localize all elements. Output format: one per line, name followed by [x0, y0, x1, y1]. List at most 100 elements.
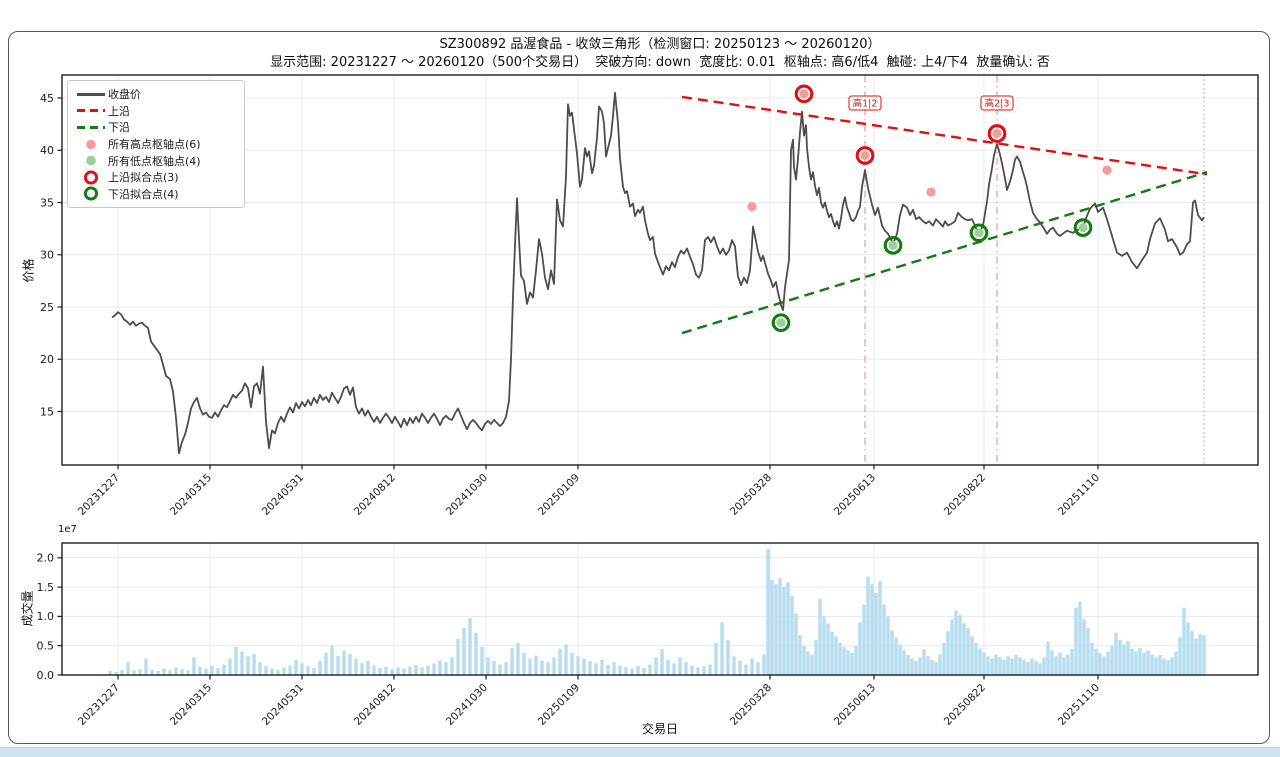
- volume-bar: [168, 670, 172, 675]
- legend-swatch: [74, 186, 108, 201]
- volume-bar: [576, 656, 580, 675]
- volume-bar: [1006, 656, 1010, 675]
- dash-swatch-icon: [77, 109, 105, 113]
- low-pivot-dot: [888, 240, 898, 250]
- line-swatch-icon: [77, 92, 105, 96]
- volume-bar: [830, 631, 834, 675]
- legend-item-1: 上沿: [74, 103, 236, 120]
- volume-bar: [612, 662, 616, 675]
- volume-bar: [522, 652, 526, 675]
- volume-bar: [474, 632, 478, 675]
- high-pivot-dot: [799, 89, 809, 99]
- volume-bar: [318, 660, 322, 675]
- volume-bar: [630, 668, 634, 675]
- volume-bar: [1170, 657, 1174, 675]
- legend-item-5: 上沿拟合点(3): [74, 169, 236, 186]
- legend-swatch: [74, 170, 108, 185]
- high-pivot-dot: [926, 187, 936, 197]
- volume-bar: [456, 638, 460, 675]
- volume-bar: [846, 650, 850, 675]
- volume-bar: [396, 667, 400, 675]
- volume-bar: [600, 659, 604, 675]
- volume-bar: [998, 657, 1002, 675]
- volume-bar: [1070, 648, 1074, 675]
- legend-item-3: 所有高点枢轴点(6): [74, 136, 236, 153]
- y-tick-label: 25: [40, 301, 54, 314]
- volume-bar: [1022, 659, 1026, 675]
- volume-bar: [510, 648, 514, 675]
- volume-bar: [834, 636, 838, 675]
- volume-bar: [1154, 657, 1158, 675]
- volume-bar: [348, 653, 352, 675]
- volume-bar: [1098, 652, 1102, 675]
- volume-bar: [1094, 648, 1098, 675]
- volume-bar: [564, 644, 568, 675]
- volume-bar: [918, 657, 922, 675]
- volume-bar: [342, 650, 346, 675]
- horizontal-scrollbar[interactable]: [0, 747, 1280, 757]
- x-tick-label: 20240315: [168, 472, 214, 518]
- volume-bar: [1018, 657, 1022, 675]
- volume-bar: [1078, 601, 1082, 675]
- volume-bar: [1002, 659, 1006, 675]
- volume-bar: [534, 655, 538, 675]
- y-tick-label: 20: [40, 353, 54, 366]
- volume-bar: [390, 669, 394, 675]
- volume-bar: [1122, 644, 1126, 675]
- legend-item-0: 收盘价: [74, 86, 236, 103]
- volume-bar: [1010, 658, 1014, 675]
- y-tick-label: 35: [40, 196, 54, 209]
- volume-bar: [138, 669, 142, 675]
- volume-bar: [994, 654, 998, 675]
- volume-bar: [822, 616, 826, 675]
- volume-bar: [288, 665, 292, 675]
- volume-bar: [1090, 642, 1094, 675]
- volume-bar: [798, 635, 802, 675]
- volume-bar: [902, 650, 906, 675]
- dot-swatch-icon: [86, 139, 96, 149]
- volume-bar: [540, 660, 544, 675]
- volume-bar: [126, 662, 130, 675]
- volume-bar: [150, 669, 154, 675]
- volume-bar: [1202, 635, 1206, 675]
- volume-bar: [814, 639, 818, 675]
- volume-bar: [420, 667, 424, 675]
- legend: 收盘价 上沿 下沿 所有高点枢轴点(6) 所有低点枢轴点(4) 上沿拟合点(3) 下沿拟合点…: [67, 80, 245, 209]
- legend-label: 所有高点枢轴点(6): [108, 138, 201, 152]
- volume-bar: [192, 657, 196, 675]
- volume-scale-exponent: 1e7: [58, 524, 77, 535]
- x-tick-label: 20241030: [444, 472, 490, 518]
- x-tick-label: 20240531: [260, 472, 306, 518]
- volume-bar: [426, 665, 430, 675]
- volume-bar: [958, 615, 962, 675]
- volume-bar: [114, 672, 118, 675]
- volume-bar: [594, 663, 598, 675]
- y-tick-label: 45: [40, 92, 54, 105]
- volume-bar: [690, 665, 694, 675]
- legend-label: 上沿拟合点(3): [108, 171, 179, 185]
- volume-bar: [720, 622, 724, 675]
- volume-bar: [826, 623, 830, 675]
- volume-bar: [408, 666, 412, 675]
- legend-label: 上沿: [108, 104, 130, 118]
- volume-bar: [144, 658, 148, 675]
- legend-swatch: [74, 87, 108, 102]
- volume-bar: [802, 645, 806, 675]
- volume-bar: [672, 663, 676, 675]
- volume-bar: [914, 660, 918, 675]
- volume-bar: [174, 667, 178, 675]
- volume-bar: [660, 649, 664, 675]
- volume-bar: [108, 670, 112, 675]
- low-pivot-dot: [776, 318, 786, 328]
- volume-bar: [1066, 654, 1070, 675]
- y-tick-label: 1.5: [37, 581, 55, 594]
- volume-bar: [1026, 662, 1030, 675]
- pivot-annotation-box: [848, 95, 882, 111]
- legend-swatch: [74, 153, 108, 168]
- volume-bar: [1158, 655, 1162, 675]
- x-tick-label: 20250613: [832, 472, 878, 518]
- legend-label: 收盘价: [108, 88, 141, 102]
- x-tick-label: 20251110: [1056, 472, 1102, 518]
- volume-bar: [222, 664, 226, 675]
- volume-bar: [312, 667, 316, 675]
